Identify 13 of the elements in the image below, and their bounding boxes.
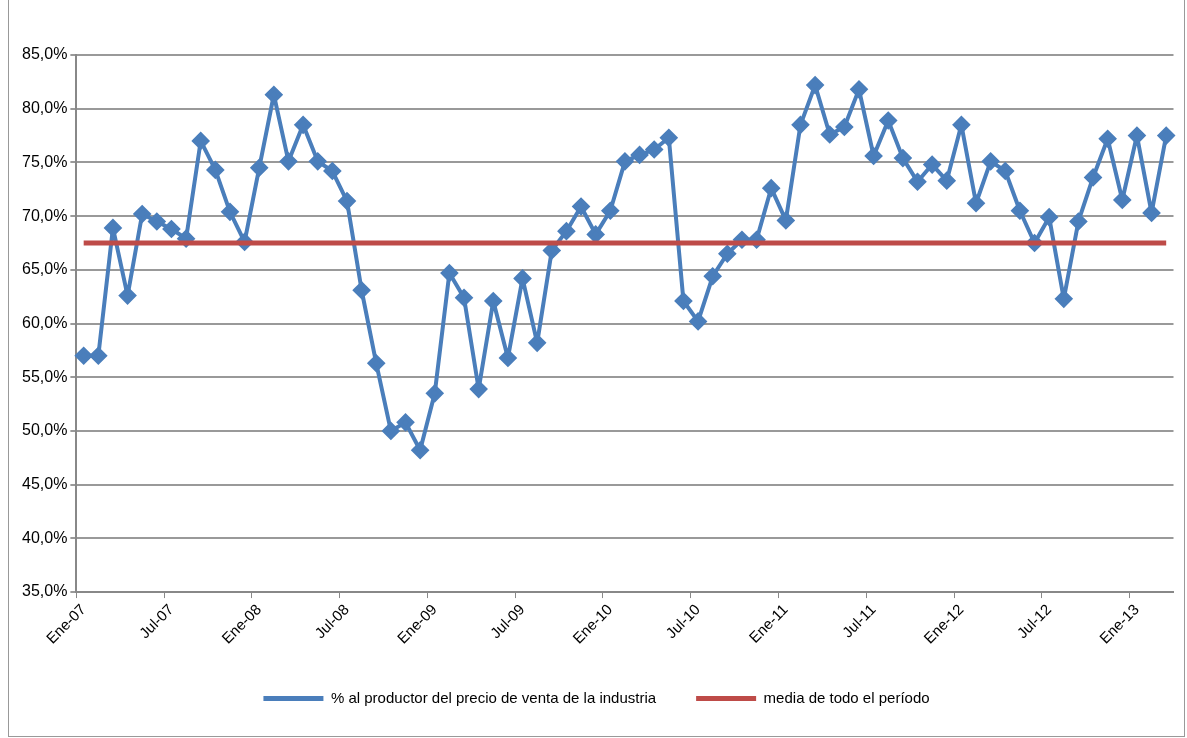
y-tick-label: 35,0% — [21, 582, 68, 600]
legend-label: media de todo el período — [763, 688, 930, 706]
y-tick-label: 60,0% — [21, 313, 68, 331]
y-tick-label: 75,0% — [21, 152, 68, 170]
y-tick-label: 50,0% — [21, 421, 68, 439]
y-tick-label: 40,0% — [21, 528, 68, 546]
y-tick-label: 45,0% — [21, 475, 68, 493]
y-tick-label: 80,0% — [21, 99, 68, 117]
y-tick-label: 85,0% — [21, 45, 68, 63]
y-tick-label: 65,0% — [21, 260, 68, 278]
y-tick-label: 55,0% — [21, 367, 68, 385]
legend-label: % al productor del precio de venta de la industria — [330, 688, 657, 706]
y-tick-label: 70,0% — [21, 206, 68, 224]
